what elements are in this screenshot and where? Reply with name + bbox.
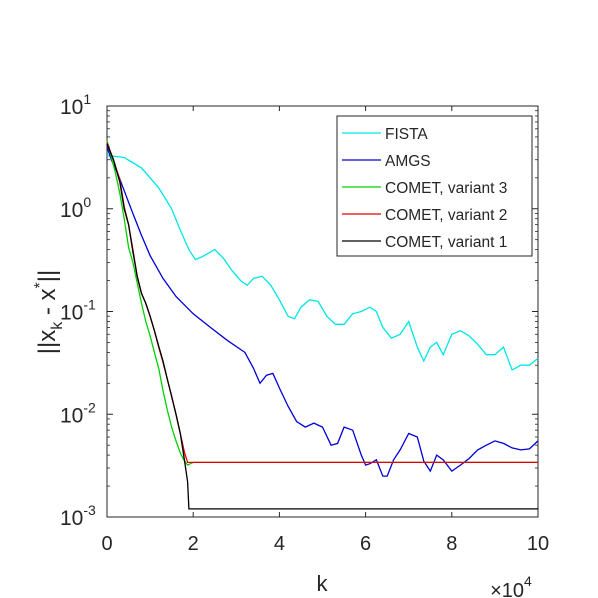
legend-label: AMGS: [385, 153, 431, 170]
y-label-minus: - x: [34, 288, 61, 321]
x-tick-label: 0: [101, 533, 112, 555]
series-line-1: [106, 154, 539, 371]
y-tick-label: 10-1: [60, 297, 96, 325]
x-tick-label: 6: [360, 533, 371, 555]
x-tick-label: 10: [527, 533, 549, 555]
y-tick-label: 10-3: [60, 502, 96, 530]
y-label-norm-open: ||x: [34, 330, 61, 354]
y-tick-label: 101: [60, 91, 91, 119]
x-tick-label: 4: [274, 533, 285, 555]
legend-label: COMET, variant 3: [385, 180, 507, 197]
series-line-3: [106, 140, 538, 466]
x-axis: 0 2 4 6 8 10: [101, 106, 549, 555]
legend-label: FISTA: [385, 126, 428, 143]
x-tick-label: 8: [446, 533, 457, 555]
legend-box: [336, 115, 533, 257]
legend-entries: FISTA AMGS COMET, variant 3 COMET, variant …: [342, 126, 507, 251]
legend-label: COMET, variant 1: [385, 234, 507, 251]
series-line-5: [106, 143, 538, 510]
x-multiplier-exponent: 4: [524, 573, 532, 589]
y-label-superscript: *: [32, 282, 49, 288]
y-label-norm-close: ||: [34, 270, 61, 282]
x-tick-label: 2: [188, 533, 199, 555]
y-tick-label: 100: [60, 194, 91, 222]
x-axis-label: k: [317, 571, 329, 596]
series-layer: [106, 140, 539, 510]
x-axis-multiplier: ×10 4: [490, 573, 532, 598]
y-axis: 10-3 10-2 10-1 100 101: [60, 91, 538, 530]
legend: FISTA AMGS COMET, variant 3 COMET, variant …: [336, 115, 533, 257]
x-multiplier-base: ×10: [490, 580, 524, 598]
legend-label: COMET, variant 2: [385, 207, 507, 224]
y-tick-label: 10-2: [60, 399, 96, 427]
y-label-subscript: k: [49, 321, 66, 330]
y-axis-label: ||xk - x*||: [32, 270, 66, 355]
